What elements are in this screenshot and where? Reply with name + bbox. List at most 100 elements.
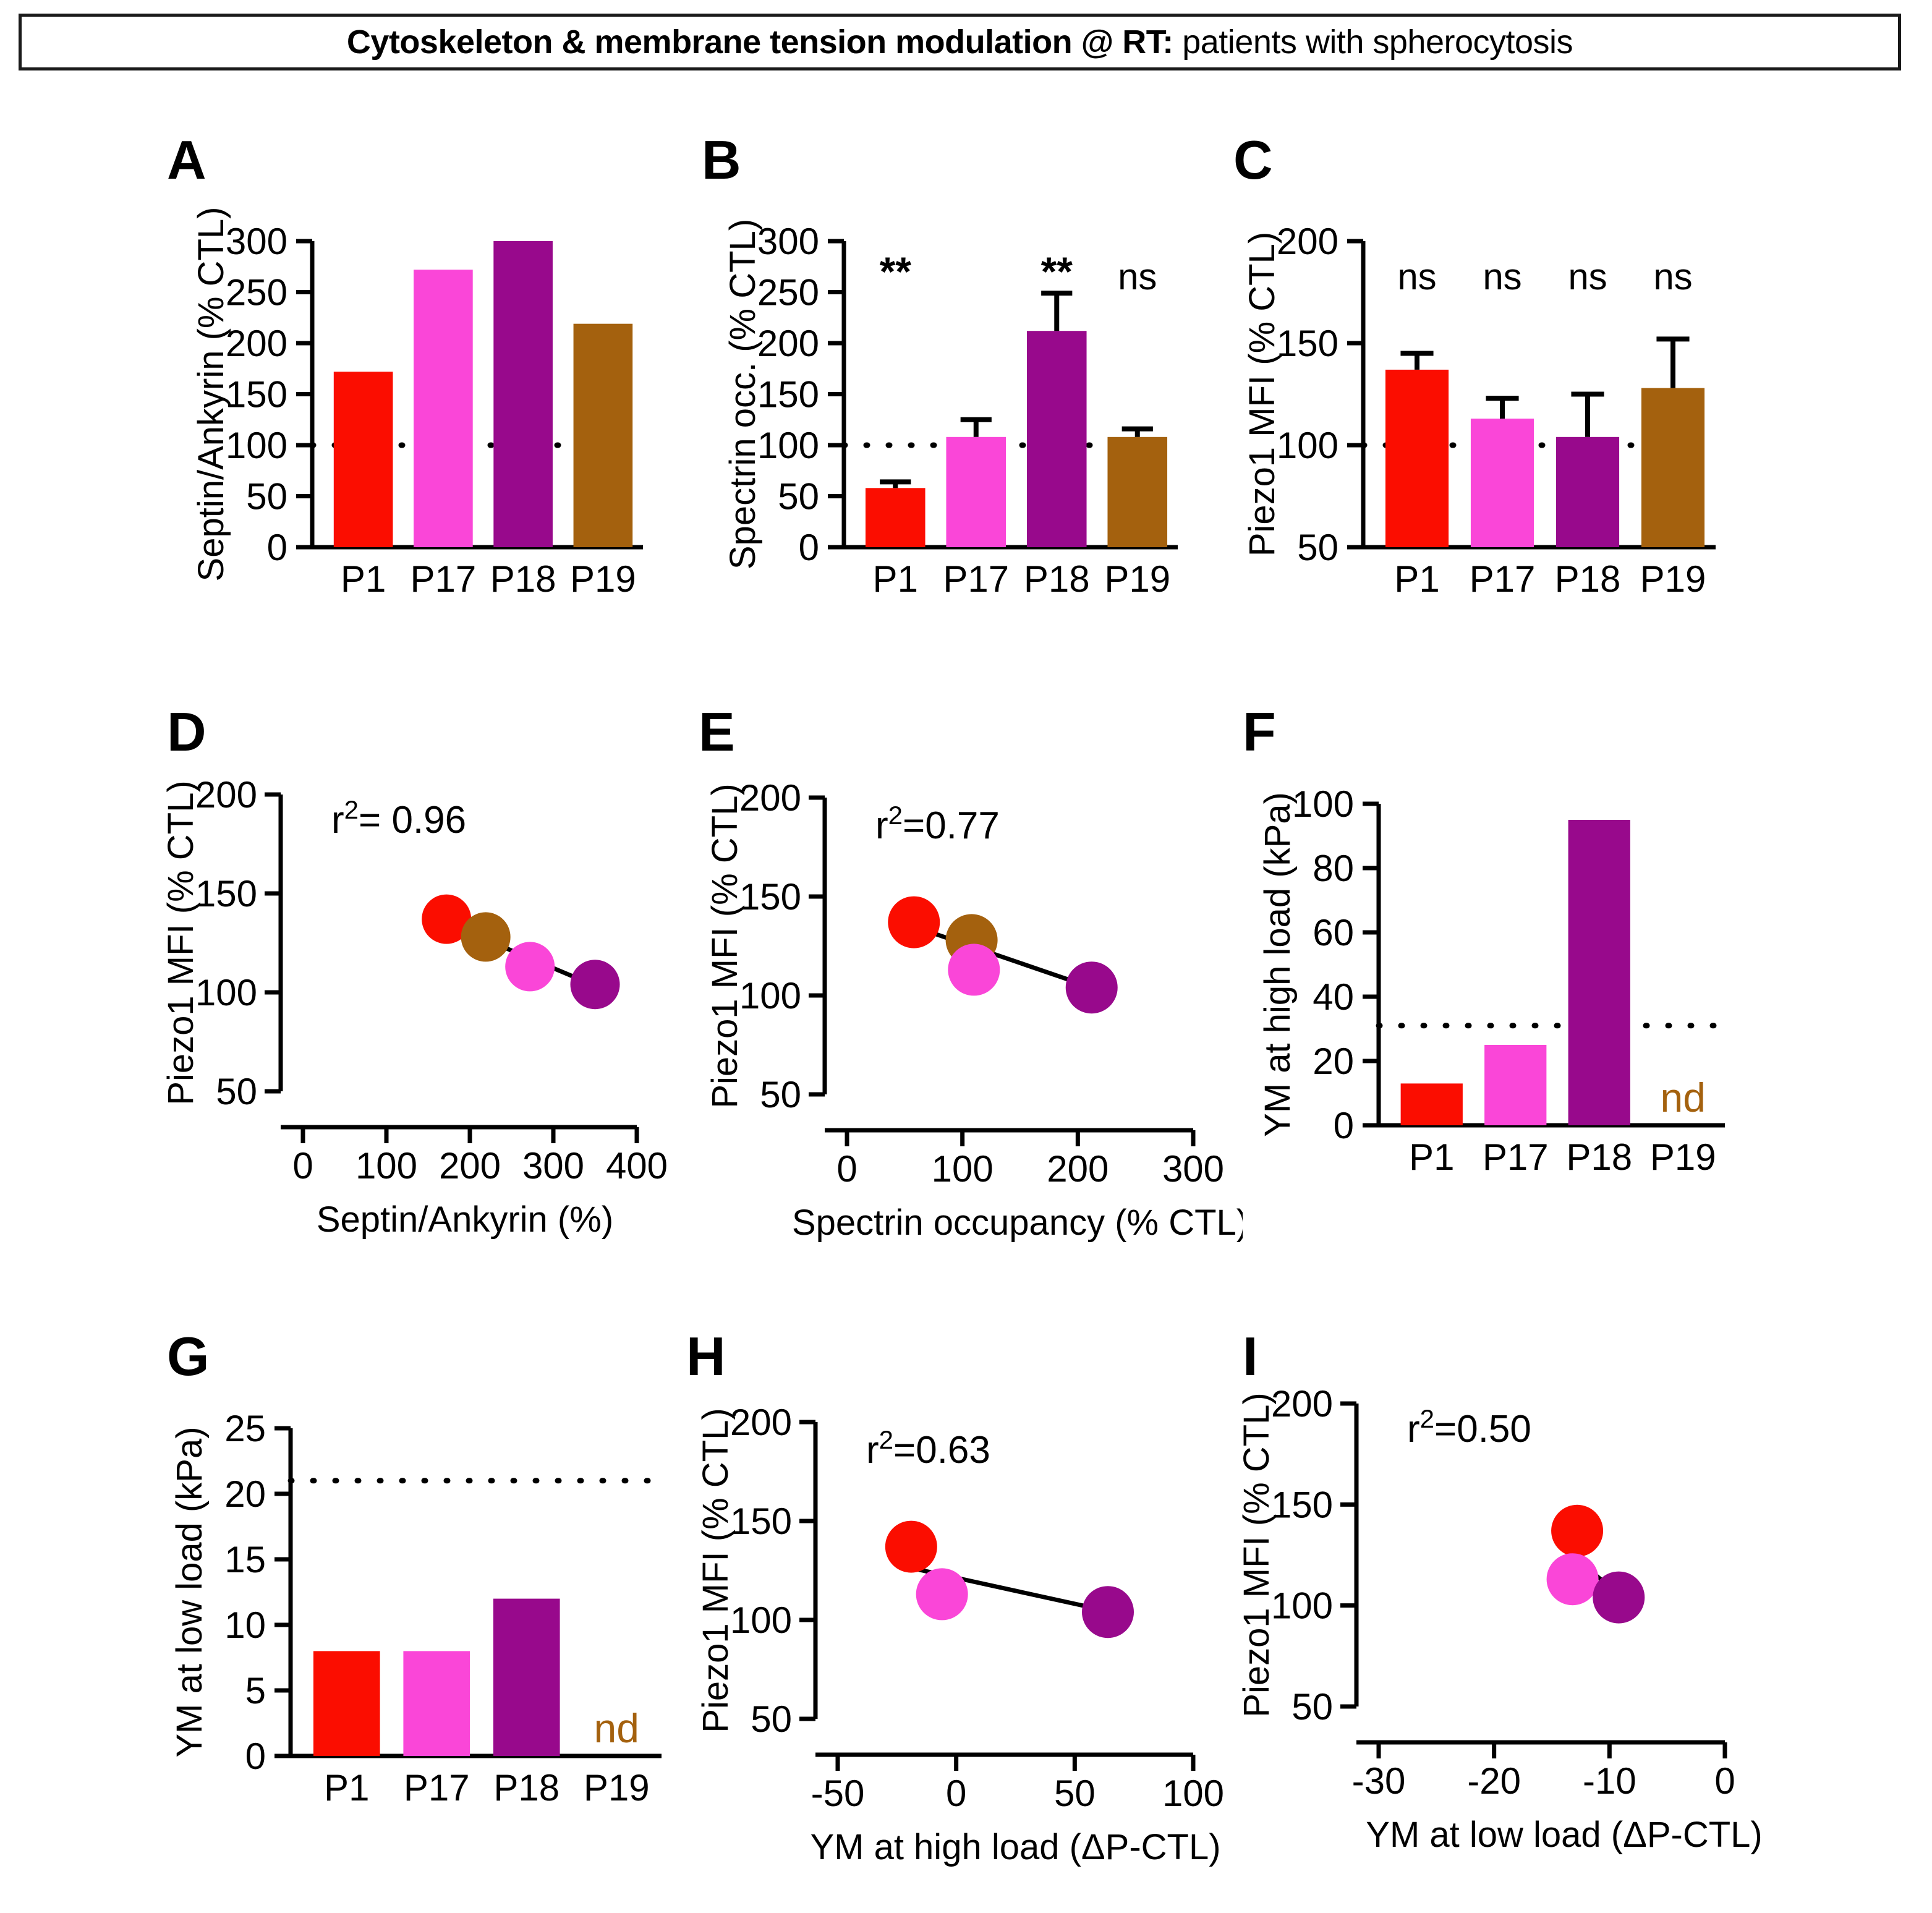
panel-A: A 0 50 100 150 200 250 300 P1 P17 P18 P19 Septin/An… — [155, 133, 668, 640]
bar — [946, 437, 1006, 547]
panel-G-plot: 0 5 10 15 20 25 P1 P17 P18 nd P19 YM at low load (k… — [169, 1408, 665, 1809]
data-point — [888, 896, 940, 948]
y-axis-tick-label: 100 — [226, 425, 287, 466]
y-axis-tick-label: 50 — [246, 476, 287, 518]
y-axis-tick-label: 50 — [760, 1074, 801, 1115]
y-axis-tick-label: 200 — [730, 1402, 792, 1443]
bar — [1568, 820, 1630, 1125]
x-axis-category-label: P18 — [1566, 1136, 1632, 1178]
bar — [403, 1651, 470, 1756]
significance-annotation: ns — [1653, 256, 1692, 297]
y-axis-tick-label: 250 — [757, 272, 819, 313]
y-axis-tick-label: 200 — [195, 774, 257, 816]
bar — [493, 1598, 560, 1756]
y-axis-title: Piezo1 MFI (% CTL) — [161, 780, 201, 1105]
r-squared-annotation: r2=0.50 — [1407, 1404, 1531, 1451]
x-axis-tick-label: 0 — [946, 1773, 966, 1814]
panel-letter-B: B — [702, 129, 741, 190]
y-axis-title: Spectrin occ. (% CTL) — [723, 219, 763, 569]
y-axis-tick-label: 50 — [778, 476, 819, 518]
panel-I: I 50 100 150 200 -30 -20 -10 0 r2=0.50 Piezo1 MFI… — [1230, 1329, 1855, 1898]
nd-label: nd — [1661, 1075, 1706, 1120]
x-axis-tick-label: 0 — [292, 1145, 313, 1187]
x-axis-title: Spectrin occupancy (% CTL) — [792, 1203, 1243, 1243]
y-axis-tick-label: 40 — [1313, 976, 1354, 1018]
panel-C: C 50 100 150 200 P1 ns P17 ns P18 ns P19 ns Piezo1 M… — [1221, 133, 1753, 640]
r-squared-annotation: r2=0.77 — [875, 801, 1000, 848]
x-axis-category-label: P1 — [341, 558, 386, 600]
y-axis-tick-label: 20 — [1313, 1041, 1354, 1082]
data-point — [1065, 961, 1118, 1014]
panel-letter-G: G — [167, 1326, 210, 1387]
panel-D-plot: 50 100 150 200 0 100 200 300 400 r2= 0.96 Piezo1 M… — [161, 774, 668, 1240]
bar — [1555, 437, 1620, 547]
y-axis-title: Septin/Ankyrin (% CTL) — [191, 207, 231, 582]
x-axis-tick-label: -10 — [1583, 1760, 1636, 1802]
bar — [1641, 388, 1705, 547]
y-axis-tick-label: 200 — [1271, 1383, 1333, 1425]
y-axis-tick-label: 100 — [1277, 425, 1338, 466]
x-axis-tick-label: -50 — [811, 1773, 865, 1814]
x-axis-tick-label: 300 — [522, 1145, 584, 1187]
x-axis-category-label: P19 — [584, 1767, 650, 1809]
panel-letter-C: C — [1233, 129, 1273, 190]
regression-line — [917, 926, 1092, 990]
panel-F-plot: 0 20 40 60 80 100 P1 P17 P18 nd P19 YM at high load… — [1258, 783, 1728, 1178]
panel-G: G 0 5 10 15 20 25 P1 P17 P18 nd P19 YM at low load … — [155, 1329, 711, 1898]
y-axis-tick-label: 150 — [1277, 323, 1338, 364]
x-axis-tick-label: 200 — [1047, 1148, 1109, 1190]
x-axis-category-label: P17 — [410, 558, 476, 600]
significance-annotation: ns — [1568, 256, 1607, 297]
nd-label: nd — [594, 1705, 639, 1751]
x-axis-title: YM at high load (ΔP-CTL) — [810, 1827, 1220, 1867]
bar — [865, 488, 926, 547]
panel-A-plot: 0 50 100 150 200 250 300 P1 P17 P18 P19 Septin/Anky… — [191, 207, 646, 600]
panel-H-plot: 50 100 150 200 -50 0 50 100 r2=0.63 Piezo1 MFI (%… — [696, 1402, 1224, 1867]
y-axis-tick-label: 0 — [1334, 1105, 1354, 1146]
r-squared-annotation: r2=0.63 — [866, 1425, 990, 1472]
x-axis-tick-label: 100 — [355, 1145, 417, 1187]
bar — [493, 241, 553, 547]
y-axis-tick-label: 150 — [1271, 1484, 1333, 1525]
y-axis-tick-label: 100 — [1292, 783, 1354, 825]
y-axis-tick-label: 200 — [739, 777, 801, 819]
x-axis-tick-label: 50 — [1054, 1773, 1096, 1814]
bar — [1026, 331, 1087, 547]
y-axis-tick-label: 50 — [751, 1698, 792, 1740]
panel-letter-H: H — [686, 1326, 726, 1387]
data-point — [570, 960, 620, 1010]
bar — [1385, 369, 1449, 547]
x-axis-title: YM at low load (ΔP-CTL) — [1366, 1815, 1762, 1855]
bar — [573, 323, 633, 547]
y-axis-tick-label: 25 — [224, 1408, 266, 1449]
x-axis-category-label: P19 — [1104, 558, 1170, 600]
y-axis-tick-label: 50 — [1297, 527, 1338, 568]
x-axis-category-label: P17 — [404, 1767, 470, 1809]
figure-title-banner: Cytoskeleton & membrane tension modulati… — [19, 14, 1901, 70]
panel-E-plot: 50 100 150 200 0 100 200 300 r2=0.77 Piezo1 MFI (… — [705, 777, 1243, 1243]
significance-annotation: ns — [1118, 256, 1157, 297]
x-axis-category-label: P18 — [493, 1767, 560, 1809]
panel-letter-F: F — [1243, 701, 1276, 762]
panel-letter-E: E — [699, 701, 735, 762]
significance-annotation: ns — [1397, 256, 1436, 297]
y-axis-title: Piezo1 MFI (% CTL) — [705, 783, 745, 1108]
x-axis-category-label: P19 — [1650, 1136, 1716, 1178]
y-axis-tick-label: 150 — [226, 374, 287, 415]
data-point — [916, 1568, 968, 1621]
data-point — [422, 894, 472, 944]
bar — [313, 1651, 380, 1756]
significance-annotation: ns — [1483, 256, 1521, 297]
figure-title-normal: patients with spherocytosis — [1173, 23, 1573, 61]
data-point — [505, 942, 555, 992]
y-axis-tick-label: 100 — [739, 975, 801, 1016]
y-axis-tick-label: 0 — [245, 1736, 266, 1777]
y-axis-tick-label: 300 — [757, 221, 819, 262]
x-axis-category-label: P18 — [1555, 558, 1621, 600]
data-point — [461, 912, 511, 962]
data-point — [1593, 1571, 1645, 1624]
y-axis-title: Piezo1 MFI (% CTL) — [1236, 1392, 1277, 1717]
x-axis-tick-label: -20 — [1467, 1760, 1521, 1802]
y-axis-tick-label: 100 — [1271, 1585, 1333, 1627]
panel-B: B 0 50 100 150 200 250 300 P1 ** P17 P18 ** P19 ns Spe… — [689, 133, 1202, 640]
